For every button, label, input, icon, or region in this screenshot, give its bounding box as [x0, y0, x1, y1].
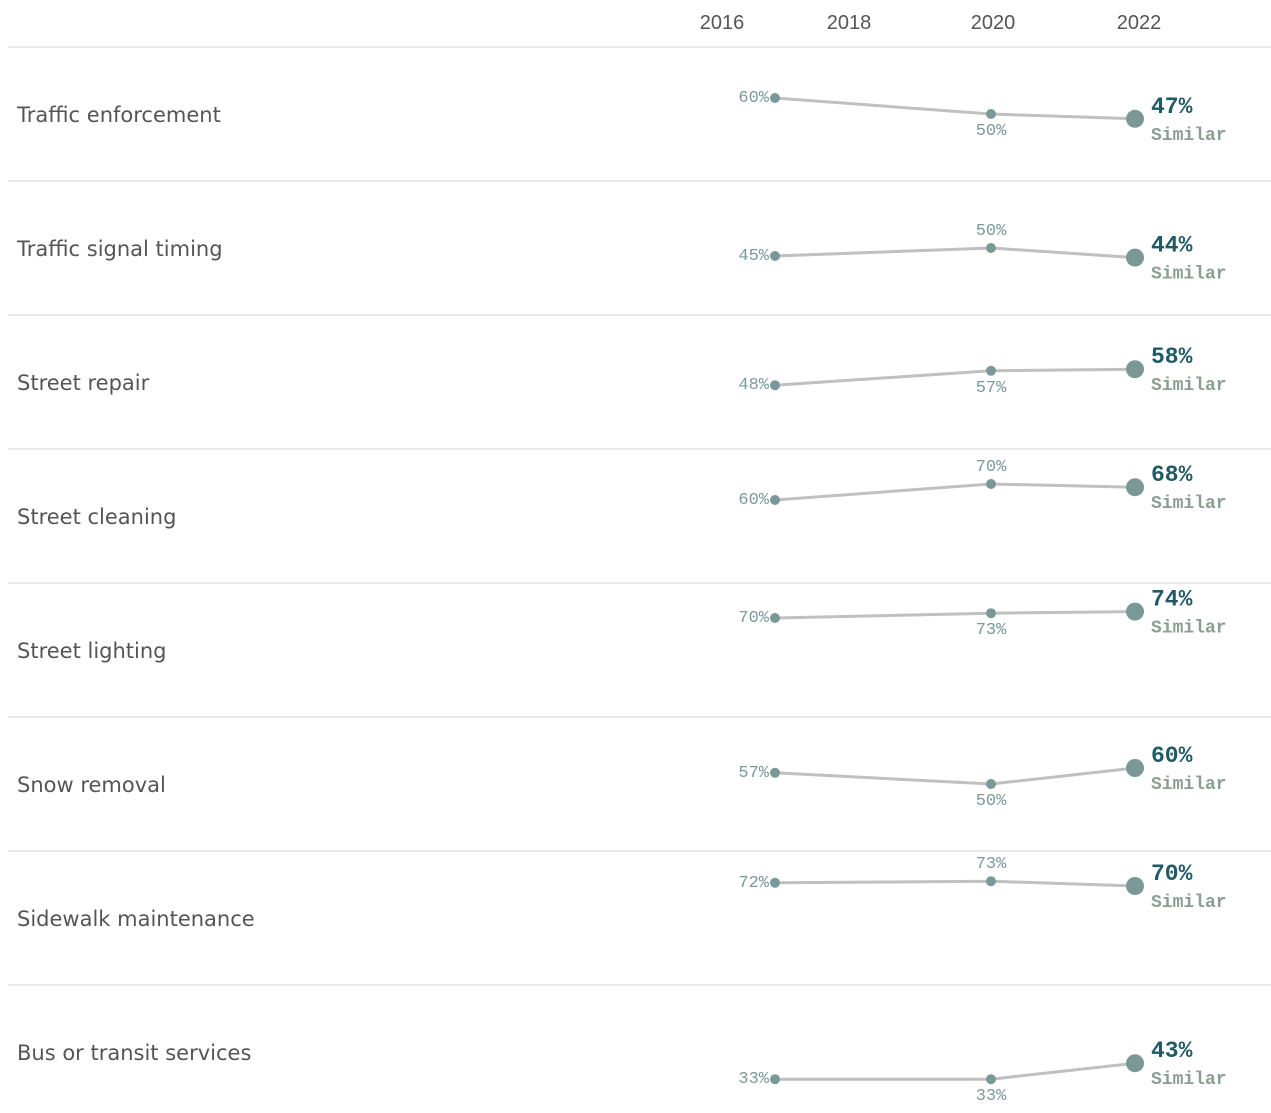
series-line — [774, 246, 1136, 260]
data-point — [770, 767, 780, 778]
chart-row: Sidewalk maintenance 72% 73% 70% Similar — [8, 855, 1271, 986]
chart-rows: Traffic enforcement60%50%47%SimilarTraff… — [8, 89, 1271, 1106]
data-point — [770, 613, 780, 623]
latest-value-label: 60% — [1151, 743, 1193, 769]
data-point — [770, 495, 780, 505]
latest-point — [1126, 109, 1144, 128]
latest-value-label: 58% — [1151, 344, 1193, 370]
x-tick-label: 2020 — [971, 12, 1016, 34]
data-point — [986, 1074, 996, 1085]
data-label: 57% — [738, 764, 769, 783]
x-axis: 2016 2018 2020 2022 — [8, 12, 1271, 48]
chart-row: Snow removal 57% 50% 60% Similar — [8, 743, 1271, 852]
data-label: 73% — [976, 621, 1007, 640]
latest-point — [1126, 360, 1144, 379]
status-label: Similar — [1151, 1070, 1227, 1090]
x-tick-label: 2018 — [827, 12, 872, 34]
row-label: Traffic enforcement — [16, 103, 221, 127]
data-label: 70% — [738, 609, 769, 628]
chart-row: Street repair 48% 57% 58% Similar — [8, 344, 1271, 450]
series-line — [774, 482, 1136, 502]
data-label: 73% — [976, 855, 1007, 874]
data-label: 60% — [738, 491, 769, 510]
data-label: 50% — [976, 222, 1007, 241]
latest-point — [1126, 1054, 1144, 1073]
data-point — [986, 243, 996, 253]
latest-point — [1126, 602, 1144, 621]
latest-point — [1126, 877, 1144, 895]
series-line — [774, 610, 1136, 620]
chart-row: Traffic enforcement 60% 50% 47% Similar — [8, 89, 1271, 182]
row-label: Street lighting — [17, 639, 167, 663]
row-label: Snow removal — [17, 773, 166, 797]
latest-value-label: 44% — [1151, 233, 1193, 259]
x-tick-label: 2022 — [1117, 12, 1162, 34]
row-label: Sidewalk maintenance — [17, 907, 255, 931]
data-point — [986, 608, 996, 619]
data-point — [986, 365, 996, 376]
status-label: Similar — [1151, 265, 1227, 285]
latest-point — [1126, 248, 1144, 267]
status-label: Similar — [1151, 775, 1227, 795]
row-label: Traffic signal timing — [16, 237, 223, 261]
series-line — [774, 96, 1136, 121]
data-point — [986, 109, 996, 119]
data-label: 50% — [976, 122, 1007, 141]
data-point — [770, 1074, 780, 1085]
status-label: Similar — [1151, 893, 1227, 913]
chart-row: Street cleaning 60% 70% 68% Similar — [8, 458, 1271, 584]
latest-value-label: 68% — [1151, 462, 1193, 488]
row-label: Street repair — [17, 371, 150, 395]
latest-value-label: 70% — [1151, 861, 1193, 887]
series-line — [775, 1061, 1136, 1081]
data-label: 48% — [738, 376, 769, 395]
data-label: 60% — [738, 89, 769, 108]
row-label: Street cleaning — [17, 505, 176, 529]
data-label: 50% — [976, 792, 1007, 811]
data-label: 70% — [976, 458, 1007, 477]
data-point — [986, 876, 996, 887]
data-label: 33% — [976, 1087, 1007, 1106]
latest-point — [1126, 759, 1144, 777]
x-tick-label: 2016 — [700, 12, 745, 34]
status-label: Similar — [1151, 619, 1227, 639]
chart-row: Bus or transit services 33% 33% 43% Similar — [17, 1038, 1227, 1106]
latest-value-label: 74% — [1151, 587, 1193, 613]
data-label: 72% — [738, 874, 769, 893]
data-label: 57% — [976, 379, 1007, 398]
status-label: Similar — [1151, 376, 1227, 396]
series-line — [774, 367, 1136, 387]
data-point — [986, 479, 996, 489]
data-point — [770, 877, 780, 888]
series-line — [774, 766, 1136, 786]
data-point — [770, 251, 780, 261]
series-line — [774, 879, 1136, 888]
status-label: Similar — [1151, 494, 1227, 514]
row-label: Bus or transit services — [17, 1041, 251, 1065]
status-label: Similar — [1151, 126, 1227, 146]
data-label: 33% — [738, 1070, 769, 1089]
data-point — [770, 93, 780, 103]
chart-row: Traffic signal timing 45% 50% 44% Similar — [8, 222, 1271, 316]
latest-value-label: 47% — [1151, 94, 1193, 120]
data-point — [770, 380, 780, 391]
chart-row: Street lighting 70% 73% 74% Similar — [8, 587, 1271, 718]
latest-point — [1126, 478, 1144, 497]
latest-value-label: 43% — [1151, 1038, 1193, 1064]
data-point — [986, 779, 996, 789]
data-label: 45% — [738, 247, 769, 266]
